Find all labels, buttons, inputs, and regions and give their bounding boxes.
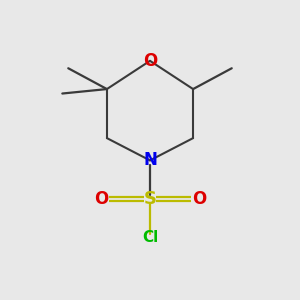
Text: O: O bbox=[94, 190, 108, 208]
Text: S: S bbox=[143, 190, 157, 208]
Text: O: O bbox=[192, 190, 206, 208]
Text: Cl: Cl bbox=[142, 230, 158, 245]
Text: N: N bbox=[143, 152, 157, 169]
Text: O: O bbox=[143, 52, 157, 70]
